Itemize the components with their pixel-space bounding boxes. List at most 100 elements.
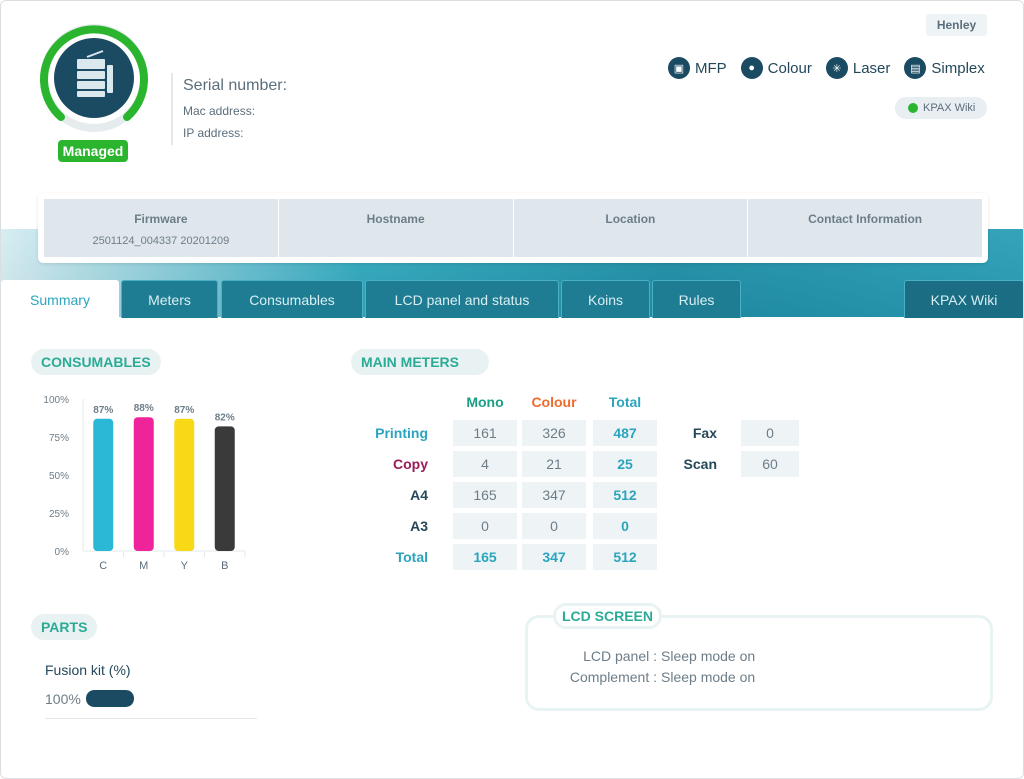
feature-laser-label: Laser xyxy=(852,59,891,77)
lcd-complement-row: Complement : Sleep mode on xyxy=(531,669,755,685)
info-firmware: Firmware 2501124_004337 20201209 xyxy=(44,199,279,257)
tab-koins[interactable]: Koins xyxy=(561,280,650,318)
y-tick-label: 25% xyxy=(49,509,69,520)
y-tick-label: 75% xyxy=(49,433,69,444)
mac-address-label: Mac address: xyxy=(183,104,256,118)
meter-side-label: Fax xyxy=(692,425,717,441)
laser-icon: ✳ xyxy=(825,57,848,79)
meter-row-label: Copy xyxy=(393,456,428,472)
device-status-gauge xyxy=(40,24,148,132)
fusion-kit-percent: 100% xyxy=(45,691,81,707)
info-contact-header: Contact Information xyxy=(808,212,923,226)
user-chip[interactable]: Henley xyxy=(926,14,987,36)
consumable-category-label: C xyxy=(99,560,107,572)
consumable-bar-b xyxy=(214,426,235,551)
meter-cell: 25 xyxy=(593,451,657,477)
fusion-kit-bar-fill xyxy=(86,690,134,707)
consumable-value-label: 88% xyxy=(134,403,154,414)
consumable-category-label: Y xyxy=(181,560,189,572)
online-dot-icon xyxy=(908,103,918,113)
meter-cell: 487 xyxy=(593,420,657,446)
parts-section-title: PARTS xyxy=(31,614,98,640)
fusion-kit-label: Fusion kit (%) xyxy=(45,662,131,678)
feature-mfp: ▣ MFP xyxy=(668,57,727,79)
info-firmware-value: 2501124_004337 20201209 xyxy=(92,235,230,247)
meter-row-label: A4 xyxy=(410,487,428,503)
meter-cell: 347 xyxy=(522,482,586,508)
lcd-panel-row: LCD panel : Sleep mode on xyxy=(531,648,755,664)
parts-divider xyxy=(45,718,257,719)
lcd-panel-value: Sleep mode on xyxy=(661,648,756,664)
managed-badge: Managed xyxy=(58,140,128,162)
feature-simplex-label: Simplex xyxy=(931,59,985,77)
meter-cell: 4 xyxy=(453,451,517,477)
y-tick-label: 0% xyxy=(55,547,70,558)
main-meters-section-title: MAIN METERS xyxy=(351,349,489,375)
serial-number-label: Serial number: xyxy=(183,77,288,94)
info-location-header: Location xyxy=(605,212,656,226)
feature-simplex: ▤ Simplex xyxy=(904,57,985,79)
meter-row-label: A3 xyxy=(410,518,428,534)
feature-colour: ● Colour xyxy=(740,57,812,79)
consumable-category-label: M xyxy=(139,560,148,572)
lcd-screen-box xyxy=(525,615,993,711)
info-firmware-header: Firmware xyxy=(134,212,188,226)
meter-cell: 21 xyxy=(522,451,586,477)
consumables-chart: 100% 75% 50% 25% 0% 87% C 88% M 87% Y 82% B xyxy=(43,395,246,572)
meter-cell: 0 xyxy=(522,513,586,539)
meter-cell: 512 xyxy=(593,482,657,508)
consumable-value-label: 87% xyxy=(93,405,113,416)
feature-mfp-label: MFP xyxy=(695,59,727,77)
tab-kpax-wiki[interactable]: KPAX Wiki xyxy=(904,280,1023,318)
consumable-value-label: 82% xyxy=(215,412,235,423)
meter-row-label: Total xyxy=(395,549,428,565)
device-info-bar: Firmware 2501124_004337 20201209 Hostnam… xyxy=(38,193,988,263)
kpax-wiki-link-label: KPAX Wiki xyxy=(923,102,976,114)
feature-list: ▣ MFP ● Colour ✳ Laser ▤ Simplex xyxy=(668,57,985,79)
tab-rules[interactable]: Rules xyxy=(652,280,741,318)
colour-drop-icon: ● xyxy=(740,57,763,79)
device-identity: Serial number: Mac address: IP address: xyxy=(171,73,287,145)
y-tick-label: 100% xyxy=(43,395,69,406)
info-hostname: Hostname xyxy=(279,199,514,257)
y-tick-label: 50% xyxy=(49,471,69,482)
feature-colour-label: Colour xyxy=(767,59,812,77)
consumable-bar-y xyxy=(174,418,195,551)
lcd-screen-section-title: LCD SCREEN xyxy=(553,603,663,629)
printer-icon xyxy=(77,50,113,97)
meter-cell: 512 xyxy=(593,544,657,570)
info-hostname-header: Hostname xyxy=(366,212,425,226)
tab-consumables[interactable]: Consumables xyxy=(221,280,363,318)
lcd-panel-key: LCD panel : xyxy=(583,648,657,664)
meter-side-value: 60 xyxy=(741,451,799,477)
meter-cell: 0 xyxy=(593,513,657,539)
tab-summary[interactable]: Summary xyxy=(1,280,119,318)
consumable-bar-c xyxy=(93,418,114,551)
consumable-value-label: 87% xyxy=(174,405,194,416)
meter-cell: 0 xyxy=(453,513,517,539)
simplex-icon: ▤ xyxy=(904,57,927,79)
meter-column-header: Mono xyxy=(466,394,504,410)
consumable-bar-m xyxy=(133,417,154,551)
consumable-category-label: B xyxy=(221,560,228,572)
info-contact: Contact Information xyxy=(748,199,982,257)
mfp-icon: ▣ xyxy=(668,57,690,79)
tab-lcd-panel[interactable]: LCD panel and status xyxy=(365,280,559,318)
meter-cell: 165 xyxy=(453,544,517,570)
meter-column-header: Total xyxy=(608,394,642,410)
meter-side-value: 0 xyxy=(741,420,799,446)
meter-cell: 161 xyxy=(453,420,517,446)
tab-meters[interactable]: Meters xyxy=(121,280,218,318)
meter-row-label: Printing xyxy=(375,425,428,441)
meter-column-header: Colour xyxy=(531,394,577,410)
fusion-kit-bar xyxy=(86,690,134,707)
meter-cell: 326 xyxy=(522,420,586,446)
meter-side-label: Scan xyxy=(683,456,717,472)
kpax-wiki-link[interactable]: KPAX Wiki xyxy=(895,97,987,119)
consumables-section-title: CONSUMABLES xyxy=(31,349,161,375)
lcd-complement-value: Sleep mode on xyxy=(661,669,756,685)
lcd-complement-key: Complement : xyxy=(569,669,657,685)
feature-laser: ✳ Laser xyxy=(825,57,891,79)
ip-address-label: IP address: xyxy=(183,126,244,140)
